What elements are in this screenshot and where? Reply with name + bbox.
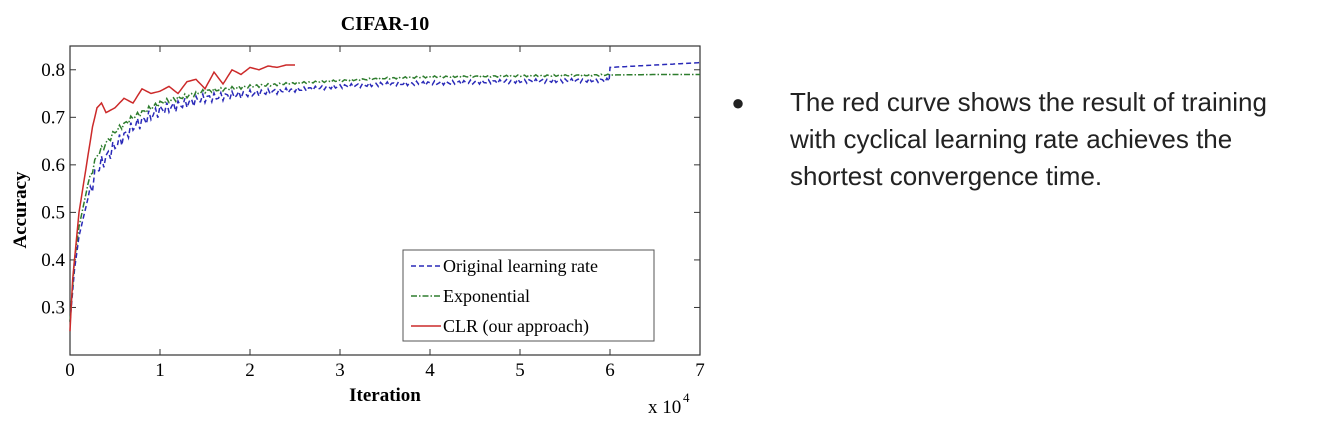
x-tick-label: 3 bbox=[335, 360, 345, 381]
accuracy-chart: CIFAR-10 0 1 2 3 4 5 6 7 0.3 0.4 0.5 0.6 0.7 0.8 Iter… bbox=[10, 13, 705, 418]
series-original-learning-rate bbox=[69, 61, 701, 322]
y-axis-label: Accuracy bbox=[10, 171, 31, 249]
x-multiplier-exponent: 4 bbox=[683, 390, 690, 405]
svg-text:x 10: x 10 bbox=[648, 397, 681, 418]
chart-title: CIFAR-10 bbox=[341, 13, 430, 35]
bullet-marker: ● bbox=[731, 90, 745, 115]
series-exponential bbox=[69, 73, 700, 322]
legend-label-exponential: Exponential bbox=[443, 286, 530, 306]
legend-label-clr: CLR (our approach) bbox=[443, 316, 589, 337]
legend-box bbox=[402, 249, 655, 342]
legend-label-original: Original learning rate bbox=[443, 256, 598, 276]
y-tick-label: 0.7 bbox=[41, 107, 65, 128]
bullet-text: The red curve shows the result of traini… bbox=[790, 87, 1267, 191]
y-tick-label: 0.8 bbox=[41, 60, 65, 81]
x-tick-label: 7 bbox=[695, 360, 705, 381]
x-tick-label: 5 bbox=[515, 360, 525, 381]
series-clr bbox=[69, 64, 295, 332]
legend: Original learning rate Exponential CLR (… bbox=[402, 249, 655, 342]
y-tick-label: 0.5 bbox=[41, 202, 65, 223]
x-tick-label: 1 bbox=[155, 360, 165, 381]
x-axis-label: Iteration bbox=[349, 385, 421, 406]
x-multiplier: x 10 4 bbox=[648, 390, 690, 418]
y-tick-label: 0.4 bbox=[41, 250, 65, 271]
legend-entry-clr: CLR (our approach) bbox=[411, 316, 589, 337]
y-tick-label: 0.6 bbox=[41, 155, 65, 176]
plot-frame bbox=[69, 45, 701, 356]
legend-entry-exponential: Exponential bbox=[411, 286, 530, 306]
legend-entry-original: Original learning rate bbox=[411, 256, 598, 276]
y-tick-label: 0.3 bbox=[41, 297, 65, 318]
x-tick-label: 6 bbox=[605, 360, 615, 381]
x-tick-label: 2 bbox=[245, 360, 255, 381]
x-tick-label: 0 bbox=[65, 360, 75, 381]
x-multiplier-base: x 10 bbox=[648, 397, 681, 418]
x-tick-label: 4 bbox=[425, 360, 435, 381]
